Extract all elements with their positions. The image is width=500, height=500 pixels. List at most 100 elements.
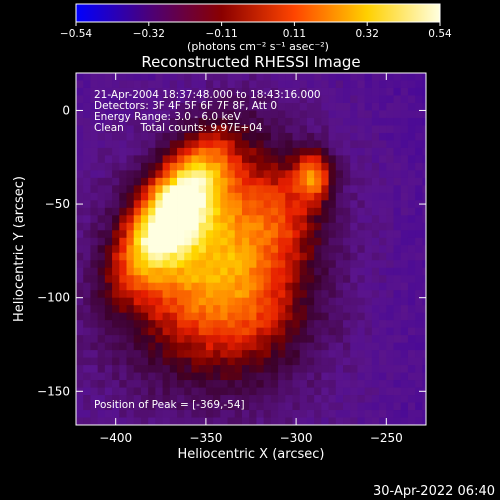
heatmap-cell — [220, 230, 228, 239]
heatmap-cell — [407, 147, 416, 156]
heatmap-cell — [184, 275, 192, 284]
heatmap-cell — [234, 177, 243, 186]
heatmap-cell — [220, 275, 228, 284]
heatmap-cell — [328, 282, 337, 291]
heatmap-cell — [386, 290, 394, 299]
heatmap-cell — [263, 357, 272, 366]
heatmap-cell — [119, 312, 127, 321]
heatmap-cell — [343, 245, 351, 254]
heatmap-cell — [306, 237, 315, 246]
heatmap-cell — [357, 410, 366, 418]
heatmap-cell — [415, 95, 423, 104]
heatmap-cell — [169, 155, 178, 164]
heatmap-cell — [184, 147, 192, 156]
heatmap-cell — [148, 170, 156, 179]
heatmap-cell — [393, 282, 402, 291]
heatmap-cell — [140, 350, 149, 358]
heatmap-cell — [220, 125, 228, 134]
heatmap-cell — [350, 162, 358, 171]
heatmap-cell — [256, 260, 265, 269]
heatmap-cell — [350, 73, 358, 81]
heatmap-cell — [155, 147, 163, 156]
heatmap-cell — [112, 222, 120, 231]
heatmap-cell — [227, 200, 236, 209]
heatmap-cell — [220, 237, 228, 246]
heatmap-cell — [328, 147, 337, 156]
heatmap-cell — [126, 80, 135, 89]
heatmap-cell — [407, 282, 416, 291]
heatmap-cell — [393, 185, 402, 194]
heatmap-cell — [205, 290, 214, 299]
heatmap-cell — [184, 282, 192, 291]
heatmap-cell — [112, 87, 120, 96]
heatmap-cell — [119, 297, 127, 306]
heatmap-cell — [299, 155, 308, 164]
heatmap-cell — [148, 230, 156, 239]
heatmap-cell — [234, 147, 243, 156]
heatmap-cell — [234, 305, 243, 314]
heatmap-cell — [256, 117, 265, 126]
heatmap-cell — [386, 177, 394, 186]
heatmap-cell — [386, 170, 394, 179]
heatmap-cell — [321, 117, 329, 126]
heatmap-cell — [112, 102, 120, 111]
heatmap-cell — [328, 185, 337, 194]
heatmap-cell — [220, 245, 228, 254]
heatmap-cell — [83, 132, 91, 141]
heatmap-cell — [422, 95, 426, 104]
heatmap-cell — [314, 260, 322, 269]
heatmap-cell — [148, 147, 156, 156]
heatmap-cell — [400, 110, 409, 119]
heatmap-cell — [191, 290, 200, 299]
heatmap-cell — [198, 162, 207, 171]
heatmap-cell — [321, 260, 329, 269]
heatmap-cell — [148, 387, 156, 396]
heatmap-cell — [321, 252, 329, 261]
heatmap-cell — [227, 147, 236, 156]
heatmap-cell — [328, 312, 337, 321]
heatmap-cell — [422, 372, 426, 381]
heatmap-cell — [184, 185, 192, 194]
heatmap-cell — [198, 215, 207, 224]
heatmap-cell — [285, 222, 293, 231]
heatmap-cell — [97, 365, 106, 373]
heatmap-cell — [292, 132, 301, 141]
heatmap-cell — [357, 327, 366, 336]
heatmap-cell — [321, 327, 329, 336]
heatmap-cell — [292, 200, 301, 209]
heatmap-cell — [379, 95, 387, 104]
heatmap-cell — [422, 162, 426, 171]
heatmap-cell — [335, 297, 344, 306]
heatmap-cell — [343, 230, 351, 239]
heatmap-cell — [234, 297, 243, 306]
heatmap-cell — [177, 102, 185, 111]
heatmap-cell — [386, 275, 394, 284]
heatmap-cell — [292, 140, 301, 149]
heatmap-cell — [155, 140, 163, 149]
heatmap-cell — [379, 192, 387, 201]
heatmap-cell — [169, 260, 178, 269]
heatmap-cell — [213, 320, 221, 329]
heatmap-cell — [314, 200, 322, 209]
heatmap-cell — [133, 230, 142, 239]
heatmap-cell — [343, 207, 351, 216]
heatmap-cell — [357, 267, 366, 276]
heatmap-cell — [148, 417, 156, 425]
heatmap-cell — [148, 290, 156, 299]
heatmap-cell — [213, 73, 221, 81]
x-tick-label: −250 — [370, 431, 403, 445]
heatmap-cell — [270, 357, 279, 366]
heatmap-cell — [400, 87, 409, 96]
heatmap-cell — [292, 410, 301, 418]
heatmap-cell — [162, 222, 171, 231]
heatmap-cell — [162, 80, 171, 89]
heatmap-cell — [220, 117, 228, 126]
heatmap-cell — [162, 395, 171, 403]
heatmap-cell — [213, 305, 221, 314]
heatmap-cell — [234, 342, 243, 351]
heatmap-cell — [328, 380, 337, 388]
heatmap-cell — [321, 132, 329, 141]
heatmap-cell — [278, 297, 286, 306]
heatmap-cell — [379, 290, 387, 299]
heatmap-cell — [119, 185, 127, 194]
